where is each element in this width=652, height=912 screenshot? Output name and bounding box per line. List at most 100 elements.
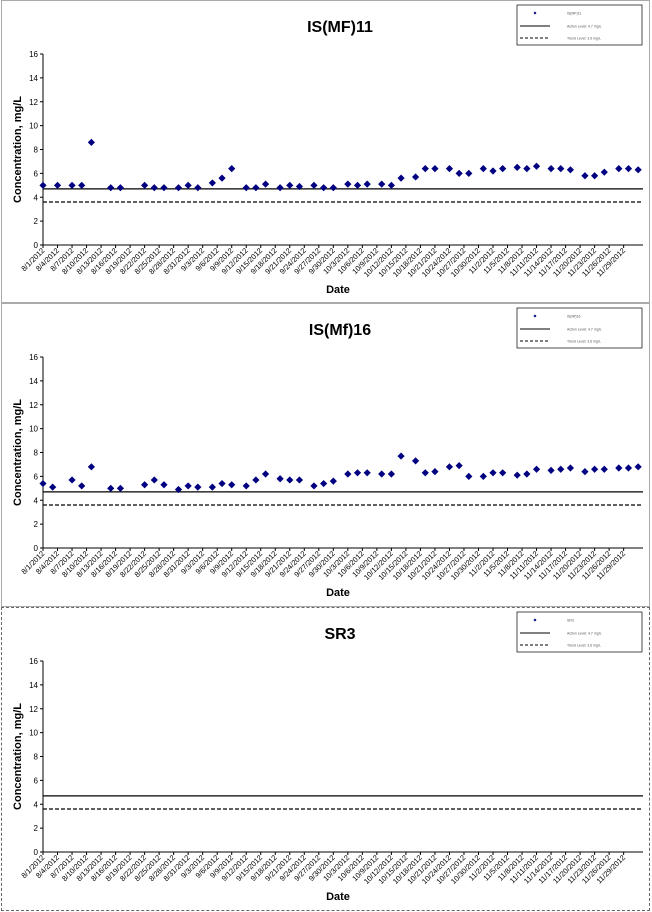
data-point [141,481,149,489]
y-tick-label: 16 [29,50,38,59]
legend-label: IS(MF)11 [567,12,581,16]
data-point [160,184,168,192]
data-point [150,476,158,484]
y-tick-label: 10 [29,122,38,131]
y-tick-label: 6 [34,776,39,785]
data-point [295,476,304,484]
y-tick-label: 12 [29,98,38,107]
y-tick-label: 10 [29,425,38,434]
y-tick-label: 4 [34,496,39,505]
data-point [513,163,521,172]
data-point [68,476,76,484]
data-point [78,482,86,490]
legend: IS(MF)11 Action Level: 4.7 mg/L Trend Leve… [516,4,643,46]
y-tick-label: 12 [29,705,38,714]
data-point [295,182,304,191]
data-point [634,166,642,174]
legend-label: SR3 [567,619,574,623]
data-point [557,165,565,173]
legend-label: Trend Level: 3.6 mg/L [567,37,601,41]
y-tick-label: 8 [34,753,39,762]
legend-label: Action Level: 4.7 mg/L [567,25,602,29]
chart-title: IS(Mf)16 [309,322,371,339]
data-point [242,482,250,490]
data-point [184,482,192,490]
data-point [286,181,294,189]
data-point [387,470,395,478]
data-point [624,464,633,472]
data-point [344,180,352,188]
data-point [397,452,405,460]
data-point [261,180,270,188]
data-point [378,470,386,478]
chart-panel-sr3: SR3 0 2 4 6 8 10 12 14 16 8/1/2012 8/4/2012 8/7/2012… [1,607,650,911]
data-point [87,138,95,146]
y-tick-label: 8 [34,449,39,458]
data-point [310,482,318,490]
data-point [261,470,270,478]
y-tick-label: 4 [34,800,39,809]
y-tick-label: 0 [34,848,39,857]
y-tick-label: 14 [29,681,38,690]
data-point [465,169,473,177]
data-point [615,165,623,173]
data-point [523,165,531,173]
data-point [624,165,633,173]
data-point [228,481,236,489]
data-point [615,464,623,472]
data-point [68,181,76,189]
data-point [107,484,115,492]
y-tick-label: 8 [34,146,39,155]
data-point [600,168,608,176]
y-tick-label: 16 [29,353,38,362]
legend-label: Trend Level: 3.6 mg/L [567,644,601,648]
data-point [479,472,487,480]
chart-ismf16: IS(Mf)1602468101214168/1/20128/4/20128/7… [12,307,643,599]
data-point [581,172,589,180]
y-tick-label: 16 [29,657,38,666]
chart-panel-ismf11: IS(MF)11 0 2 4 6 8 10 12 14 16 8/1/2012 8/4/2012 8/7… [1,0,650,303]
y-tick-label: 2 [34,824,39,833]
data-point [87,463,95,471]
y-tick-label: 14 [29,74,38,83]
plot-area [43,661,643,852]
data-point [445,463,454,471]
data-point [218,174,226,182]
data-point [378,180,386,188]
data-point [523,470,531,478]
data-point [387,181,395,189]
plot-area [43,54,643,245]
chart-sr3: SR302468101214168/1/20128/4/20128/7/2012… [12,611,643,903]
data-point [320,184,328,192]
data-point [344,470,352,478]
legend-label: IS(Mf)16 [567,315,580,319]
legend-label: Action Level: 4.7 mg/L [567,632,602,636]
legend-label: Trend Level: 3.6 mg/L [567,340,601,344]
data-point [363,180,371,188]
data-point [499,469,507,477]
data-point [411,173,420,181]
data-point [194,184,202,192]
y-axis-title: Concentration, mg/L [12,703,24,810]
y-tick-label: 0 [34,544,39,553]
data-point [489,167,497,175]
legend-marker [533,11,537,15]
x-axis-title: Date [326,891,350,903]
data-point [228,165,236,173]
y-tick-label: 10 [29,729,38,738]
data-point [174,184,183,192]
y-tick-label: 12 [29,401,38,410]
data-point [242,184,250,192]
data-point [353,181,362,189]
data-point [421,469,429,477]
chart-panel-ismf16: IS(Mf)16 0 2 4 6 8 10 12 14 16 8/1/2012 8/4/2012 8/7… [1,303,650,607]
data-point [150,184,158,192]
data-point [107,184,115,192]
y-axis-title: Concentration, mg/L [12,399,24,506]
data-point [465,472,473,480]
data-point [591,172,599,180]
data-point [411,457,420,465]
legend-marker [533,314,537,318]
data-point [116,484,125,492]
legend: IS(Mf)16 Action Level: 4.7 mg/L Trend Leve… [516,307,643,349]
